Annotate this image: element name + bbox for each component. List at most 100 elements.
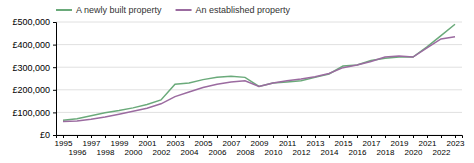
chart-container: £0 £100,000 £200,000 £300,000 £400,000 £500,0… [0, 0, 474, 163]
x-tick-mark [385, 135, 386, 138]
y-tick-mark [53, 67, 56, 68]
x-tick: 1995 [55, 135, 73, 148]
x-tick-mark [147, 135, 148, 138]
x-tick-mark [203, 135, 204, 138]
x-tick-mark [105, 135, 106, 138]
x-tick-label: 2014 [321, 148, 339, 157]
x-tick: 1999 [111, 135, 129, 148]
x-tick-mark [231, 135, 232, 138]
y-axis-line [53, 23, 57, 136]
y-tick: £300,000 [12, 63, 56, 73]
x-tick-label: 2020 [405, 148, 423, 157]
legend-item: An established property [176, 5, 291, 15]
x-tick-label: 2011 [279, 139, 297, 148]
x-tick-mark [301, 135, 302, 138]
y-tick: £500,000 [12, 17, 56, 27]
y-tick: £200,000 [12, 85, 56, 95]
y-tick-label: £200,000 [12, 85, 50, 95]
marks [63, 24, 455, 121]
x-tick: 2019 [391, 135, 409, 148]
x-tick-mark [161, 135, 162, 138]
y-tick-label: £400,000 [12, 40, 50, 50]
x-tick-label: 2002 [153, 148, 171, 157]
y-tick: £0 [40, 130, 56, 140]
x-tick-label: 2007 [223, 139, 241, 148]
y-tick-mark [53, 90, 56, 91]
x-tick-mark [427, 135, 428, 138]
y-tick-label: £0 [40, 130, 50, 140]
grid [56, 22, 462, 135]
x-tick-mark [175, 135, 176, 138]
x-tick-label: 2016 [349, 148, 367, 157]
x-tick-mark [413, 135, 414, 138]
x-axis-line [57, 136, 463, 139]
x-tick: 2005 [195, 135, 213, 148]
x-tick: 2007 [223, 135, 241, 148]
x-tick-mark [329, 135, 330, 138]
x-tick-mark [217, 135, 218, 138]
x-tick-label: 2013 [307, 139, 325, 148]
x-tick-label: 2010 [265, 148, 283, 157]
x-tick: 2021 [419, 135, 437, 148]
x-tick-mark [371, 135, 372, 138]
y-tick-label: £300,000 [12, 63, 50, 73]
x-tick: 2003 [167, 135, 185, 148]
y-tick: £100,000 [12, 108, 56, 118]
x-tick-label: 2006 [209, 148, 227, 157]
legend-label: A newly built property [76, 5, 162, 15]
y-tick: £400,000 [12, 40, 56, 50]
x-tick-label: 1995 [55, 139, 73, 148]
x-tick-label: 2009 [251, 139, 269, 148]
x-tick-label: 2015 [335, 139, 353, 148]
x-tick-label: 2004 [181, 148, 199, 157]
x-tick-label: 2021 [419, 139, 437, 148]
x-tick-mark [259, 135, 260, 138]
x-tick-mark [455, 135, 456, 138]
legend-swatch [56, 9, 72, 11]
x-tick-mark [245, 135, 246, 138]
x-tick-label: 2003 [167, 139, 185, 148]
x-tick: 2009 [251, 135, 269, 148]
grid-line [56, 89, 462, 90]
chart-svg: £0 £100,000 £200,000 £300,000 £400,000 £500,0… [0, 0, 474, 163]
x-tick-label: 1996 [69, 148, 87, 157]
x-tick-mark [273, 135, 274, 138]
x-tick-mark [189, 135, 190, 138]
y-tick-mark [53, 22, 56, 23]
x-tick-mark [315, 135, 316, 138]
x-tick-label: 2001 [139, 139, 157, 148]
grid-line [56, 67, 462, 68]
x-tick: 2011 [279, 135, 297, 148]
legend-item: A newly built property [56, 5, 162, 15]
y-tick-label: £100,000 [12, 108, 50, 118]
x-tick-mark [399, 135, 400, 138]
plot: £0 £100,000 £200,000 £300,000 £400,000 £500,0… [12, 17, 464, 156]
x-tick: 1997 [83, 135, 101, 148]
x-tick-label: 2000 [125, 148, 143, 157]
x-tick-mark [63, 135, 64, 138]
x-tick-mark [343, 135, 344, 138]
x-tick-mark [357, 135, 358, 138]
series-line [63, 37, 455, 122]
x-tick-label: 1999 [111, 139, 129, 148]
x-tick: 2017 [363, 135, 381, 148]
x-tick-label: 2012 [293, 148, 311, 157]
x-tick-label: 1998 [97, 148, 115, 157]
y-tick-mark [53, 112, 56, 113]
x-tick: 2015 [335, 135, 353, 148]
legend-label: An established property [196, 5, 291, 15]
x-tick-label: 2005 [195, 139, 213, 148]
y-tick-mark [53, 45, 56, 46]
x-tick-mark [133, 135, 134, 138]
x-tick-label: 1997 [83, 139, 101, 148]
grid-line [56, 22, 462, 23]
x-tick: 2001 [139, 135, 157, 148]
x-tick-label: 2023 [447, 139, 465, 148]
x-tick-label: 2022 [433, 148, 451, 157]
x-tick-mark [119, 135, 120, 138]
y-tick-label: £500,000 [12, 17, 50, 27]
grid-line [56, 44, 462, 45]
x-tick-mark [441, 135, 442, 138]
x-tick-label: 2008 [237, 148, 255, 157]
x-tick: 2023 [447, 135, 465, 148]
